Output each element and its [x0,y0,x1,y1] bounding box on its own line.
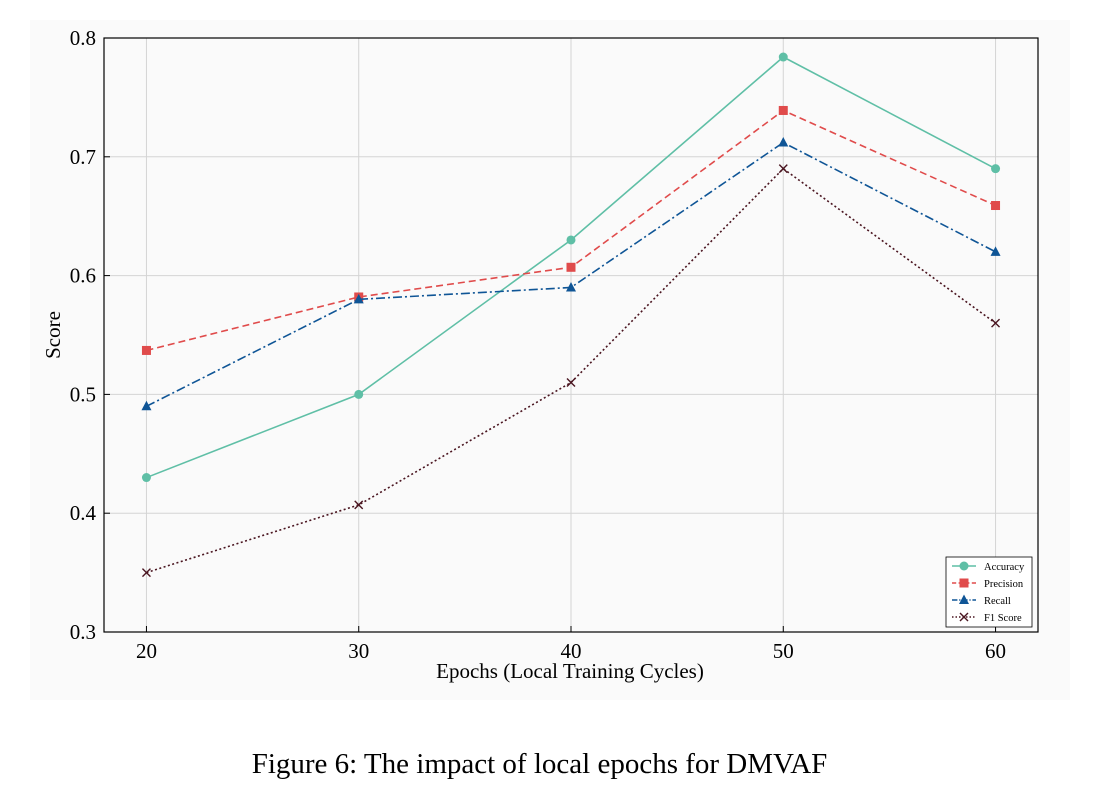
legend-label: Precision [984,579,1024,590]
data-point-recall [990,246,1001,256]
data-point-accuracy [778,52,788,62]
y-axis-label: Score [41,311,65,359]
x-tick-label: 60 [985,639,1006,663]
x-tick-label: 40 [561,639,582,663]
data-point-f1-score [778,164,788,174]
legend: Accuracy Precision Recall F1 Score [945,556,1033,628]
line-chart: 0.3 0.4 0.5 0.6 0.7 0.8 20 30 40 50 60 Epochs (Loc… [41,26,1039,683]
x-axis-label: Epochs (Local Training Cycles) [436,659,704,683]
series-f1-score [141,164,1001,578]
data-point-recall [778,137,789,147]
y-tick-label: 0.7 [70,145,96,169]
series-line-f1-score [146,167,997,574]
x-tick-label: 50 [773,639,794,663]
y-tick-label: 0.8 [70,26,96,50]
legend-label: Recall [984,596,1011,607]
data-point-accuracy [354,389,364,399]
legend-marker [959,578,969,588]
series-lines [141,52,1001,578]
data-point-recall [141,400,152,411]
data-point-precision [141,345,151,355]
y-tick-label: 0.6 [70,264,96,288]
data-point-accuracy [566,235,576,245]
x-tick-label: 30 [348,639,369,663]
data-point-recall [566,281,576,292]
series-accuracy [141,52,1001,483]
data-point-precision [991,201,1001,211]
figure-caption: Figure 6: The impact of local epochs for… [251,748,828,780]
data-point-recall [353,293,364,304]
data-point-f1-score [991,318,1001,328]
legend-box [945,556,1033,628]
legend-item-recall: Recall [952,594,1011,607]
legend-label: F1 Score [984,613,1022,624]
data-point-accuracy [141,473,151,483]
grid-lines [104,37,1038,633]
x-tick-label: 20 [136,639,157,663]
legend-item-f1-score: F1 Score [952,612,1022,624]
legend-marker [959,561,969,571]
legend-label: Accuracy [984,562,1025,573]
legend-marker [959,594,969,604]
legend-item-precision: Precision [952,578,1024,590]
y-tick-label: 0.4 [70,501,97,525]
data-point-f1-score [354,500,364,510]
data-point-f1-score [566,378,576,388]
data-point-f1-score [141,568,151,578]
legend-marker [959,612,969,622]
series-recall [141,137,1001,411]
legend-item-accuracy: Accuracy [952,561,1025,573]
data-point-accuracy [991,164,1001,174]
y-tick-label: 0.3 [70,620,96,644]
y-tick-label: 0.5 [70,382,96,406]
axis-ticks: 0.3 0.4 0.5 0.6 0.7 0.8 20 30 40 50 60 [70,26,1006,663]
figure-panel: 0.3 0.4 0.5 0.6 0.7 0.8 20 30 40 50 60 Epochs (Loc… [30,20,1070,700]
data-point-precision [778,105,788,115]
data-point-precision [566,262,576,272]
